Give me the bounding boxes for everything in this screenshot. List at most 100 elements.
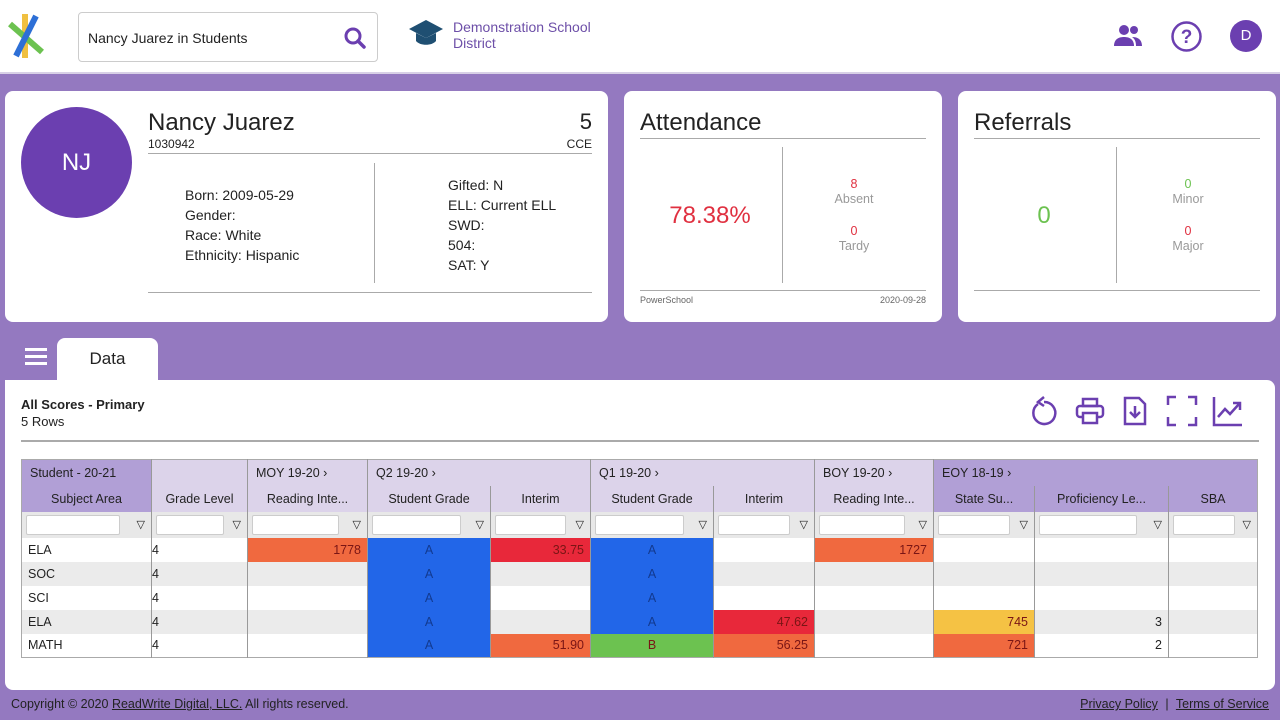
demographics-left: Born: 2009-05-29 Gender: Race: White Ethnic… <box>185 187 300 263</box>
users-icon[interactable] <box>1112 20 1144 52</box>
column-header[interactable]: Subject Area <box>21 485 152 512</box>
referrals-card[interactable]: Referrals 0 0 Minor 0 Major <box>958 91 1276 322</box>
rows-count: 5 Rows <box>21 414 65 429</box>
column-group-header[interactable]: MOY 19-20 › <box>247 459 368 486</box>
table-cell <box>490 609 591 634</box>
column-header[interactable]: Interim <box>713 485 815 512</box>
filter-input[interactable] <box>372 514 461 535</box>
table-cell <box>1034 561 1169 586</box>
table-cell: 1727 <box>814 537 934 562</box>
column-header[interactable]: Grade Level <box>151 485 248 512</box>
print-icon[interactable] <box>1075 396 1105 426</box>
filter-input[interactable] <box>1039 514 1137 535</box>
table-cell <box>814 609 934 634</box>
company-link[interactable]: ReadWrite Digital, LLC. <box>111 697 243 711</box>
column-group-header[interactable]: Q1 19-20 › <box>590 459 815 486</box>
filter-input[interactable] <box>819 514 905 535</box>
attendance-card[interactable]: Attendance 78.38% 8 Absent 0 Tardy PowerSc… <box>624 91 942 322</box>
filter-input[interactable] <box>252 514 339 535</box>
filter-icon[interactable]: ▽ <box>1153 518 1162 531</box>
table-cell: 745 <box>933 609 1035 634</box>
column-header[interactable]: Reading Inte... <box>247 485 368 512</box>
column-header[interactable]: State Su... <box>933 485 1035 512</box>
student-name: Nancy Juarez <box>148 109 295 136</box>
filter-icon[interactable]: ▽ <box>352 518 361 531</box>
chart-icon[interactable] <box>1212 395 1244 427</box>
column-filter: ▽ <box>933 511 1035 538</box>
table-cell <box>814 561 934 586</box>
column-header[interactable]: Student Grade <box>367 485 491 512</box>
filter-icon[interactable]: ▽ <box>1242 518 1251 531</box>
table-row[interactable]: ELA 4 1778 A 33.75 A 1727 <box>22 537 1258 562</box>
student-card: NJ Nancy Juarez 1030942 5 CCE Born: 2009… <box>5 91 608 322</box>
table-row[interactable]: SCI 4 A A <box>22 585 1258 610</box>
table-row[interactable]: SOC 4 A A <box>21 561 1258 586</box>
column-header[interactable]: Reading Inte... <box>814 485 934 512</box>
app-logo[interactable] <box>6 12 46 60</box>
filter-icon[interactable]: ▽ <box>1019 518 1028 531</box>
filter-icon[interactable]: ▽ <box>232 518 241 531</box>
filter-icon[interactable]: ▽ <box>918 518 927 531</box>
filter-input[interactable] <box>1173 514 1236 535</box>
table-cell: 2 <box>1034 633 1169 658</box>
filter-input[interactable] <box>938 514 1010 535</box>
privacy-policy-link[interactable]: Privacy Policy <box>1080 697 1158 711</box>
table-cell: 56.25 <box>713 633 815 658</box>
user-avatar[interactable]: D <box>1230 20 1262 52</box>
table-row[interactable]: ELA 4 A A 47.62 745 3 <box>21 609 1258 634</box>
scores-table: Student - 20-21 MOY 19-20 › Q2 19-20 › Q1 1… <box>21 459 1258 658</box>
column-filter: ▽ <box>590 511 714 538</box>
help-icon[interactable]: ? <box>1170 20 1203 53</box>
table-cell <box>1168 537 1258 562</box>
download-icon[interactable] <box>1122 395 1148 427</box>
tab-data[interactable]: Data <box>57 338 158 380</box>
table-cell: SOC <box>21 561 152 586</box>
filter-input[interactable] <box>495 514 566 535</box>
table-row[interactable]: MATH 4 A 51.90 B 56.25 721 2 <box>22 633 1258 658</box>
filter-icon[interactable]: ▽ <box>475 518 484 531</box>
column-group-header[interactable] <box>151 459 248 486</box>
table-cell: 33.75 <box>490 537 591 562</box>
filter-input[interactable] <box>26 514 121 535</box>
reset-icon[interactable] <box>1029 395 1059 427</box>
column-header[interactable]: SBA <box>1168 485 1258 512</box>
column-group-header[interactable]: BOY 19-20 › <box>814 459 934 486</box>
filter-icon[interactable]: ▽ <box>698 518 707 531</box>
district-link[interactable]: Demonstration School District <box>408 18 591 55</box>
table-cell: A <box>590 585 714 610</box>
filter-input[interactable] <box>595 514 684 535</box>
column-group-header[interactable]: EOY 18-19 › <box>933 459 1258 486</box>
svg-text:?: ? <box>1181 27 1193 48</box>
filter-input[interactable] <box>156 514 224 535</box>
column-group-header[interactable]: Student - 20-21 <box>21 459 152 486</box>
table-cell <box>247 609 368 634</box>
filter-icon[interactable]: ▽ <box>136 518 145 531</box>
student-id: 1030942 <box>148 137 195 151</box>
table-cell: SCI <box>28 590 49 605</box>
column-filter: ▽ <box>1168 511 1258 538</box>
column-filter: ▽ <box>814 511 934 538</box>
table-cell <box>247 585 368 610</box>
fullscreen-icon[interactable] <box>1166 395 1198 427</box>
table-cell <box>814 633 934 658</box>
column-header[interactable]: Interim <box>490 485 591 512</box>
column-header[interactable]: Proficiency Le... <box>1034 485 1169 512</box>
filter-icon[interactable]: ▽ <box>799 518 808 531</box>
table-cell <box>713 561 815 586</box>
scores-panel: All Scores - Primary 5 Rows Student - 20… <box>5 380 1275 690</box>
student-grade: 5 <box>579 109 592 134</box>
table-cell <box>933 561 1035 586</box>
column-header[interactable]: Student Grade <box>590 485 714 512</box>
column-filter: ▽ <box>367 511 491 538</box>
search-input[interactable]: Nancy Juarez in Students <box>78 12 378 62</box>
table-cell: MATH <box>28 638 63 653</box>
table-cell: A <box>367 585 491 610</box>
search-icon[interactable] <box>343 26 367 50</box>
column-group-header[interactable]: Q2 19-20 › <box>367 459 591 486</box>
filter-input[interactable] <box>718 514 790 535</box>
filter-icon[interactable]: ▽ <box>575 518 584 531</box>
table-cell <box>933 585 1035 610</box>
menu-icon[interactable] <box>25 347 47 367</box>
terms-of-service-link[interactable]: Terms of Service <box>1175 697 1269 711</box>
scores-title: All Scores - Primary <box>21 397 145 412</box>
